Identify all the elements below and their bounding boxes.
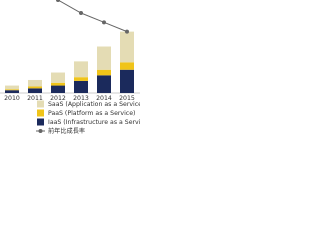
- chart: 2010 2011 2012 2013 2014 2015 SaaS (Applicati…: [0, 0, 140, 135]
- bar-segment: [51, 82, 65, 86]
- x-tick-label: 2010: [4, 95, 20, 102]
- bar-segment: [120, 62, 134, 70]
- bar-segment: [120, 69, 134, 93]
- plot-area: 2010 2011 2012 2013 2014 2015: [0, 0, 140, 102]
- line-point: [125, 29, 129, 34]
- legend-swatch: [37, 118, 44, 126]
- legend-swatch: [37, 100, 44, 108]
- bar-segment: [28, 88, 42, 93]
- line-point: [56, 0, 60, 2]
- x-tick-label: 2014: [96, 95, 112, 102]
- x-tick-label: 2011: [27, 95, 43, 102]
- legend-label: IaaS (Infrastructure as a Service): [48, 119, 140, 126]
- bar-segment: [74, 77, 88, 81]
- bar-segment: [51, 72, 65, 83]
- legend: SaaS (Application as a Service) PaaS (Pla…: [36, 100, 140, 135]
- line-point: [102, 20, 106, 25]
- bar-segment: [97, 75, 111, 93]
- legend-marker: [38, 129, 43, 133]
- legend-label: 前年比成長率: [48, 127, 85, 135]
- bar-segment: [28, 79, 42, 87]
- bar-segment: [74, 61, 88, 78]
- legend-label: PaaS (Platform as a Service): [48, 110, 135, 117]
- bar-segment: [120, 31, 134, 63]
- x-tick-label: 2013: [73, 95, 89, 102]
- line-point: [79, 11, 83, 16]
- bar-segment: [28, 86, 42, 89]
- bar-segment: [5, 90, 19, 93]
- x-tick-label: 2012: [50, 95, 66, 102]
- line: [57, 0, 128, 33]
- bar-segment: [5, 89, 19, 91]
- legend-label: SaaS (Application as a Service): [48, 101, 140, 108]
- legend-swatch: [37, 109, 44, 117]
- bar-segment: [97, 69, 111, 76]
- bar-segment: [74, 80, 88, 93]
- bar-segment: [51, 85, 65, 93]
- x-tick-label: 2015: [119, 95, 135, 102]
- bar-segment: [97, 46, 111, 70]
- bar-segment: [5, 85, 19, 90]
